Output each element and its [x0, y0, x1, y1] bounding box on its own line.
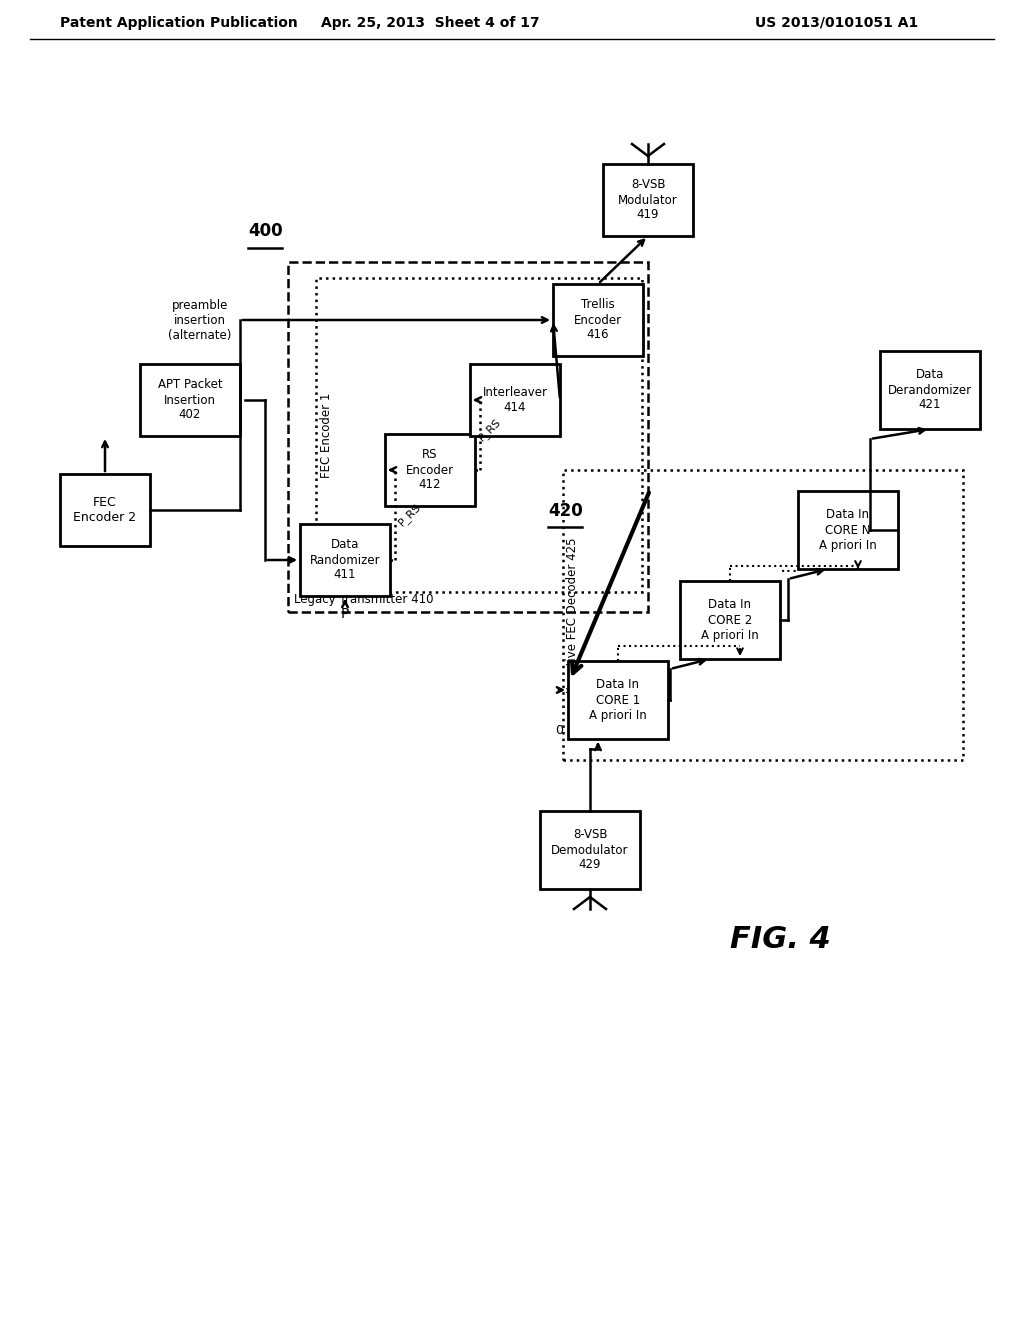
Text: RS
Encoder
412: RS Encoder 412 — [406, 449, 454, 491]
Text: P_RS: P_RS — [396, 502, 424, 528]
Bar — [385, 434, 475, 506]
Text: preamble
insertion
(alternate): preamble insertion (alternate) — [168, 298, 231, 342]
Bar — [680, 581, 780, 659]
Text: Data In
CORE 2
A priori In: Data In CORE 2 A priori In — [701, 598, 759, 642]
Text: FEC Encoder 1: FEC Encoder 1 — [319, 392, 333, 478]
Bar — [540, 810, 640, 888]
Text: US 2013/0101051 A1: US 2013/0101051 A1 — [755, 16, 919, 30]
Bar — [60, 474, 150, 546]
Bar — [316, 279, 642, 591]
Text: 420: 420 — [548, 502, 583, 520]
Bar — [288, 261, 648, 612]
Text: Data
Derandomizer
421: Data Derandomizer 421 — [888, 368, 972, 412]
Text: 400: 400 — [248, 222, 283, 240]
Text: 8-VSB
Demodulator
429: 8-VSB Demodulator 429 — [551, 829, 629, 871]
Bar — [553, 284, 643, 356]
Text: Interleaver
414: Interleaver 414 — [482, 385, 548, 414]
Text: Legacy Transmitter 410: Legacy Transmitter 410 — [294, 593, 433, 606]
Text: APT Packet
Insertion
402: APT Packet Insertion 402 — [158, 379, 222, 421]
Bar — [300, 524, 390, 597]
Bar — [563, 470, 963, 760]
Text: ...: ... — [779, 557, 799, 577]
Bar — [880, 351, 980, 429]
Text: Data In
CORE N
A priori In: Data In CORE N A priori In — [819, 508, 877, 552]
Text: Data In
CORE 1
A priori In: Data In CORE 1 A priori In — [589, 678, 647, 722]
Text: Data
Randomizer
411: Data Randomizer 411 — [309, 539, 380, 582]
Text: P: P — [341, 607, 349, 620]
Text: 0: 0 — [555, 725, 563, 738]
Text: P_RS: P_RS — [476, 417, 504, 444]
Bar — [798, 491, 898, 569]
Bar — [470, 364, 560, 436]
Text: FEC
Encoder 2: FEC Encoder 2 — [74, 496, 136, 524]
Bar — [140, 364, 240, 436]
Bar — [603, 164, 693, 236]
Bar — [568, 661, 668, 739]
Text: Trellis
Encoder
416: Trellis Encoder 416 — [573, 298, 622, 342]
Text: Apr. 25, 2013  Sheet 4 of 17: Apr. 25, 2013 Sheet 4 of 17 — [321, 16, 540, 30]
Text: 8-VSB
Modulator
419: 8-VSB Modulator 419 — [618, 178, 678, 222]
Text: Iterative FEC Decoder 425: Iterative FEC Decoder 425 — [566, 537, 579, 693]
Text: FIG. 4: FIG. 4 — [730, 925, 830, 954]
Text: Patent Application Publication: Patent Application Publication — [60, 16, 298, 30]
